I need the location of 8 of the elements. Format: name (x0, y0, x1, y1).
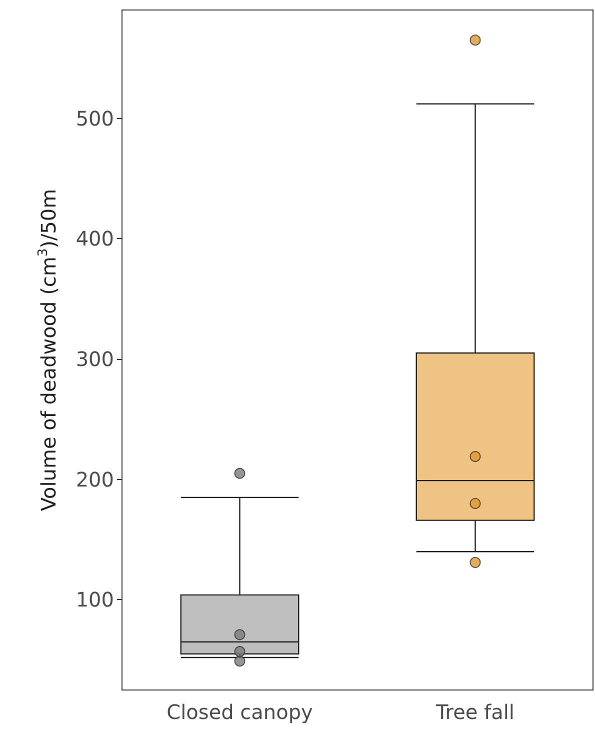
y-tick-label: 500 (76, 106, 114, 130)
x-tick-label: Closed canopy (166, 700, 314, 724)
x-tick-label: Tree fall (435, 700, 514, 724)
y-tick-label: 200 (76, 467, 114, 492)
y-axis-title: Volume of deadwood (cm3)/50m (36, 188, 60, 512)
y-tick-label: 400 (76, 226, 114, 251)
y-tick-label: 100 (76, 588, 114, 612)
y-tick-label: 300 (76, 347, 114, 372)
